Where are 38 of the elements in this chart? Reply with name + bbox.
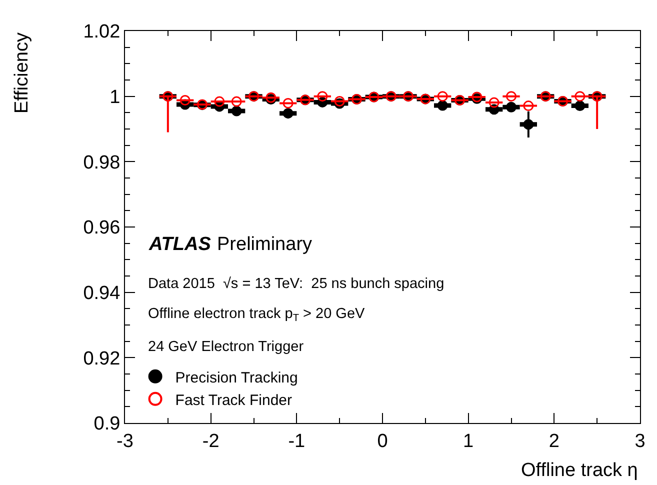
y-tick-label: 0.98 — [83, 152, 120, 174]
legend-label: Fast Track Finder — [175, 392, 292, 409]
point — [231, 96, 242, 107]
x-tick-label: 3 — [634, 430, 646, 452]
x-tick-label: -2 — [202, 430, 220, 452]
point — [506, 102, 516, 112]
point — [437, 100, 448, 111]
y-tick-label: 0.96 — [83, 218, 120, 239]
x-axis-title: Offline track η — [521, 460, 638, 481]
y-tick-label: 1 — [110, 86, 120, 108]
point — [282, 98, 294, 108]
point — [523, 119, 534, 130]
annotation: 24 GeV Electron Trigger — [148, 339, 304, 355]
x-tick-label: -1 — [288, 430, 306, 452]
point — [180, 95, 190, 106]
point — [231, 106, 242, 116]
point — [523, 100, 534, 112]
point — [574, 100, 586, 112]
x-tick-label: 1 — [463, 430, 474, 452]
annotation: Preliminary — [217, 234, 313, 255]
y-axis-title: Efficiency — [12, 32, 32, 114]
x-tick-label: 0 — [377, 430, 388, 452]
point — [317, 91, 328, 102]
y-tick-label: 0.94 — [83, 282, 121, 304]
point — [214, 96, 225, 107]
point — [506, 91, 516, 102]
point — [282, 108, 294, 119]
annotation: Data 2015 √s = 13 TeV: 25 ns bunch spacing — [148, 276, 444, 292]
y-tick-label: 0.92 — [83, 348, 120, 370]
point — [437, 91, 448, 102]
x-tick-label: 2 — [548, 430, 560, 452]
annotation: ATLAS — [148, 234, 212, 255]
point — [334, 96, 345, 106]
point — [488, 97, 500, 108]
legend-label: Precision Tracking — [175, 369, 298, 386]
point — [574, 91, 586, 102]
annotation: Offline electron track p$_{T}$ > 20 GeV — [148, 306, 366, 324]
y-tick-label: 1.02 — [83, 22, 120, 43]
